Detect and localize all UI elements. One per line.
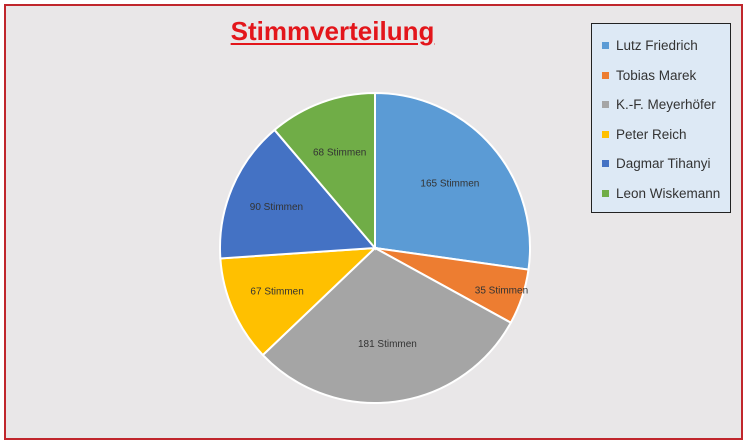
chart-frame: Stimmverteilung 165 Stimmen 35 Stimmen 181…	[4, 4, 743, 440]
legend-item-4: Dagmar Tihanyi	[602, 149, 730, 179]
pie-slice-4	[219, 128, 378, 260]
pie-slice-3	[219, 246, 378, 357]
slice-label-4: 90 Stimmen	[250, 202, 303, 213]
chart-legend: Lutz Friedrich Tobias Marek K.-F. Meyerhöf…	[591, 23, 731, 213]
legend-swatch-4	[602, 160, 609, 168]
legend-item-1: Tobias Marek	[602, 61, 730, 91]
slice-label-3: 67 Stimmen	[250, 287, 303, 298]
legend-swatch-3	[602, 130, 609, 138]
legend-item-3: Peter Reich	[602, 120, 730, 150]
legend-label-1: Tobias Marek	[616, 67, 697, 83]
chart-title: Stimmverteilung	[230, 16, 435, 46]
legend-item-5: Leon Wiskemann	[602, 179, 730, 209]
legend-swatch-5	[602, 189, 609, 197]
pie-slice-2	[261, 246, 513, 404]
slice-label-5: 68 Stimmen	[313, 147, 366, 158]
legend-swatch-2	[602, 101, 609, 109]
legend-label-0: Lutz Friedrich	[616, 38, 698, 54]
legend-label-4: Dagmar Tihanyi	[616, 156, 711, 172]
legend-label-2: K.-F. Meyerhöfer	[616, 97, 716, 113]
legend-swatch-1	[602, 71, 609, 79]
pie-slice-5	[273, 91, 376, 251]
legend-swatch-0	[602, 42, 609, 50]
legend-label-3: Peter Reich	[616, 126, 687, 142]
pie-slice-0	[374, 91, 531, 271]
legend-label-5: Leon Wiskemann	[616, 185, 721, 201]
legend-item-2: K.-F. Meyerhöfer	[602, 90, 730, 120]
slice-label-2: 181 Stimmen	[358, 339, 417, 350]
pie-chart: 165 Stimmen 35 Stimmen 181 Stimmen 67 Stimm…	[219, 91, 531, 404]
slice-label-1: 35 Stimmen	[475, 286, 528, 297]
legend-item-0: Lutz Friedrich	[602, 31, 730, 61]
slice-label-0: 165 Stimmen	[420, 178, 479, 189]
